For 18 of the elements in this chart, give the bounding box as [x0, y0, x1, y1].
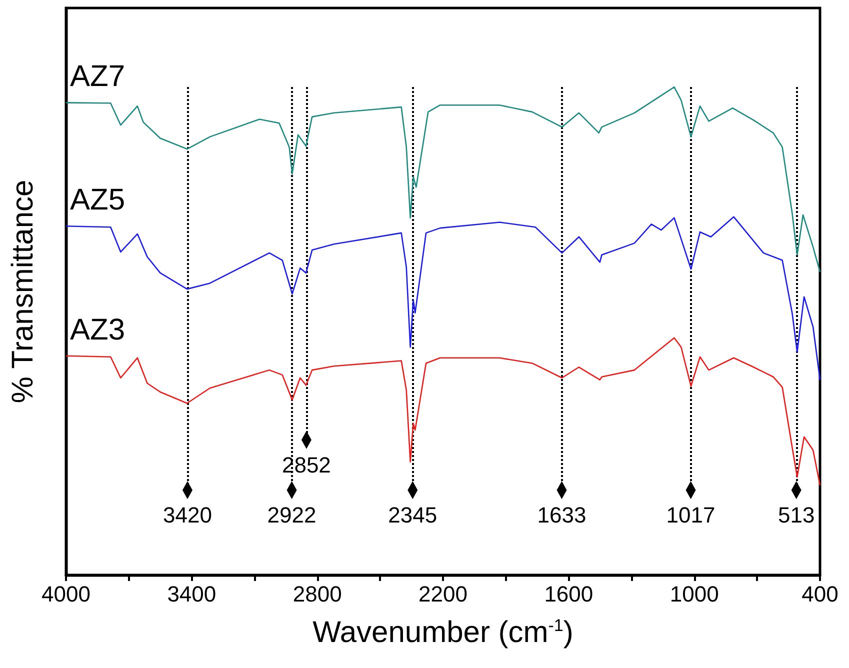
ref-line-label: 3420 — [163, 502, 212, 528]
series-label: AZ3 — [70, 313, 126, 346]
x-tick-label: 1000 — [670, 582, 719, 606]
series-label: AZ5 — [70, 184, 126, 217]
x-tick-label: 2200 — [418, 582, 468, 606]
x-tick-label: 3400 — [167, 582, 216, 606]
ref-line-label: 513 — [778, 502, 815, 528]
ref-line-label: 1633 — [537, 502, 586, 528]
ref-line-label: 2852 — [282, 452, 331, 478]
x-tick-label: 400 — [802, 582, 838, 606]
x-tick-label: 1600 — [544, 582, 594, 606]
ref-line-label: 2345 — [388, 502, 438, 528]
ref-line-label: 2922 — [267, 502, 316, 528]
ref-line-label: 1017 — [666, 502, 716, 528]
x-tick-label: 4000 — [42, 582, 90, 606]
series-label: AZ7 — [70, 60, 126, 94]
y-axis-title: % Transmittance — [6, 180, 40, 404]
x-tick-label: 2800 — [292, 582, 342, 606]
